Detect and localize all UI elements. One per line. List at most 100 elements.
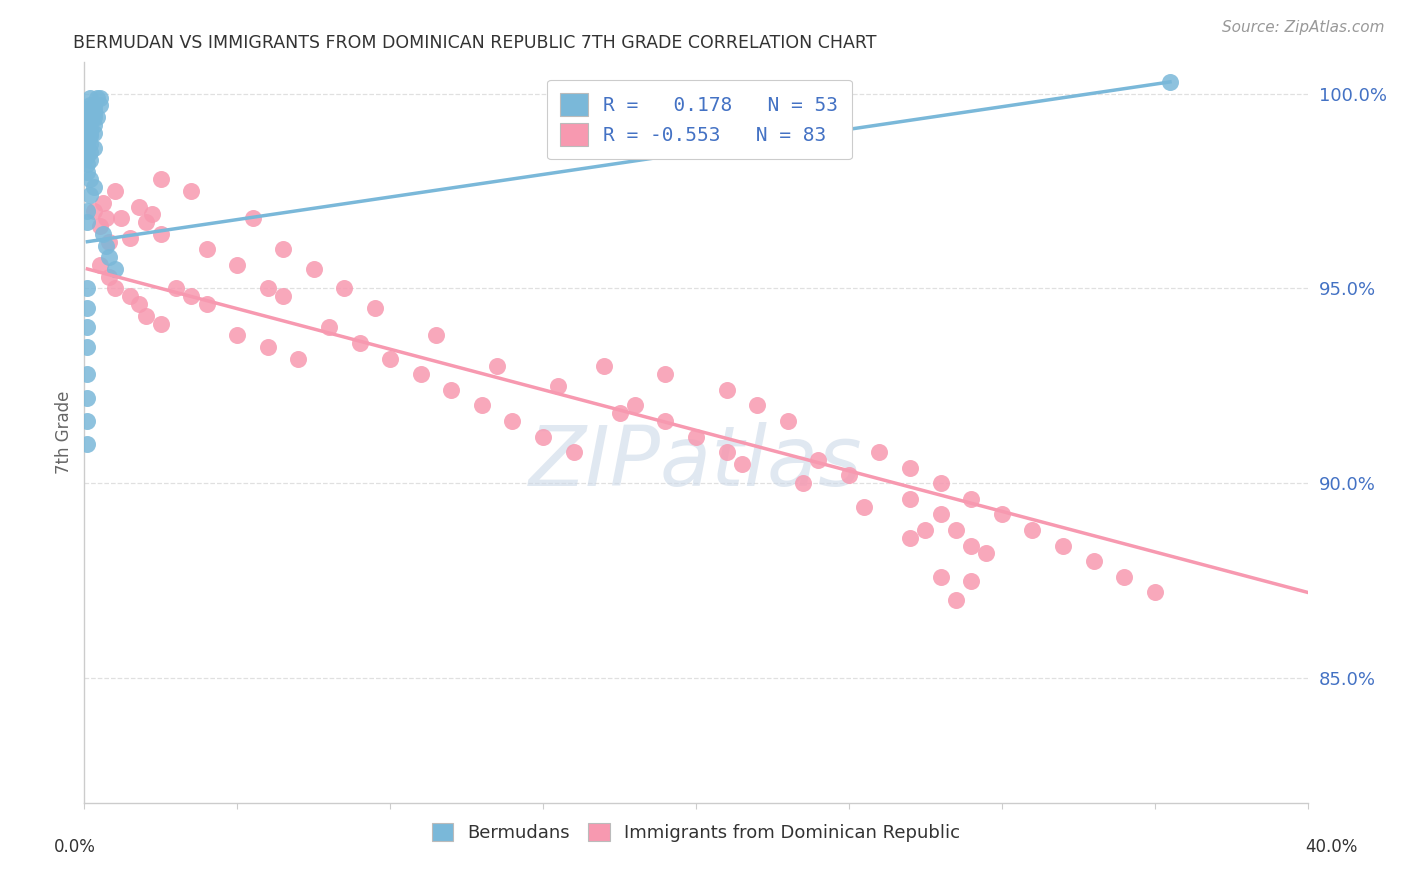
Point	[287, 351, 309, 366]
Point	[747, 398, 769, 412]
Point	[76, 149, 98, 163]
Point	[486, 359, 509, 374]
Point	[149, 172, 172, 186]
Point	[79, 153, 101, 167]
Point	[929, 476, 952, 491]
Point	[79, 145, 101, 159]
Point	[654, 367, 676, 381]
Point	[76, 102, 98, 116]
Point	[79, 172, 101, 186]
Point	[226, 328, 249, 343]
Point	[76, 301, 98, 315]
Point	[128, 200, 150, 214]
Point	[76, 106, 98, 120]
Point	[318, 320, 340, 334]
Point	[135, 309, 157, 323]
Point	[409, 367, 432, 381]
Point	[83, 126, 105, 140]
Point	[97, 235, 120, 249]
Point	[86, 90, 108, 104]
Point	[654, 414, 676, 428]
Point	[91, 227, 114, 241]
Point	[195, 243, 218, 257]
Point	[502, 414, 524, 428]
Point	[76, 126, 98, 140]
Point	[83, 110, 105, 124]
Point	[76, 281, 98, 295]
Point	[349, 336, 371, 351]
Point	[716, 383, 738, 397]
Point	[94, 238, 117, 252]
Point	[76, 391, 98, 405]
Legend: Bermudans, Immigrants from Dominican Republic: Bermudans, Immigrants from Dominican Rep…	[425, 815, 967, 849]
Point	[547, 379, 569, 393]
Point	[960, 539, 983, 553]
Point	[76, 215, 98, 229]
Point	[79, 188, 101, 202]
Point	[79, 114, 101, 128]
Text: BERMUDAN VS IMMIGRANTS FROM DOMINICAN REPUBLIC 7TH GRADE CORRELATION CHART: BERMUDAN VS IMMIGRANTS FROM DOMINICAN RE…	[73, 34, 876, 52]
Point	[83, 141, 105, 155]
Point	[869, 445, 891, 459]
Point	[128, 297, 150, 311]
Point	[83, 118, 105, 132]
Point	[1159, 75, 1181, 89]
Point	[195, 297, 218, 311]
Point	[685, 429, 707, 443]
Point	[976, 546, 998, 560]
Point	[76, 340, 98, 354]
Point	[89, 90, 111, 104]
Point	[302, 262, 325, 277]
Point	[83, 98, 105, 112]
Point	[91, 195, 114, 210]
Point	[562, 445, 585, 459]
Point	[471, 398, 494, 412]
Point	[242, 211, 264, 226]
Point	[83, 180, 105, 194]
Point	[731, 457, 754, 471]
Point	[79, 137, 101, 152]
Point	[76, 141, 98, 155]
Point	[364, 301, 387, 315]
Point	[440, 383, 463, 397]
Point	[1083, 554, 1105, 568]
Point	[776, 414, 799, 428]
Point	[333, 281, 356, 295]
Point	[83, 106, 105, 120]
Point	[76, 114, 98, 128]
Point	[180, 184, 202, 198]
Point	[79, 121, 101, 136]
Point	[624, 398, 647, 412]
Point	[271, 243, 294, 257]
Point	[120, 289, 142, 303]
Point	[76, 133, 98, 147]
Point	[1052, 539, 1074, 553]
Point	[898, 491, 921, 506]
Point	[716, 445, 738, 459]
Point	[79, 126, 101, 140]
Point	[76, 164, 98, 178]
Point	[180, 289, 202, 303]
Point	[76, 129, 98, 144]
Point	[960, 491, 983, 506]
Point	[79, 129, 101, 144]
Point	[898, 460, 921, 475]
Text: ZIPatlas: ZIPatlas	[529, 422, 863, 503]
Point	[79, 90, 101, 104]
Text: 40.0%: 40.0%	[1305, 838, 1358, 855]
Point	[792, 476, 814, 491]
Point	[165, 281, 187, 295]
Point	[807, 453, 830, 467]
Point	[853, 500, 876, 514]
Point	[97, 250, 120, 264]
Point	[898, 531, 921, 545]
Text: Source: ZipAtlas.com: Source: ZipAtlas.com	[1222, 20, 1385, 35]
Point	[76, 110, 98, 124]
Point	[929, 508, 952, 522]
Point	[141, 207, 163, 221]
Point	[79, 98, 101, 112]
Point	[1114, 570, 1136, 584]
Point	[76, 203, 98, 218]
Point	[104, 281, 127, 295]
Point	[110, 211, 132, 226]
